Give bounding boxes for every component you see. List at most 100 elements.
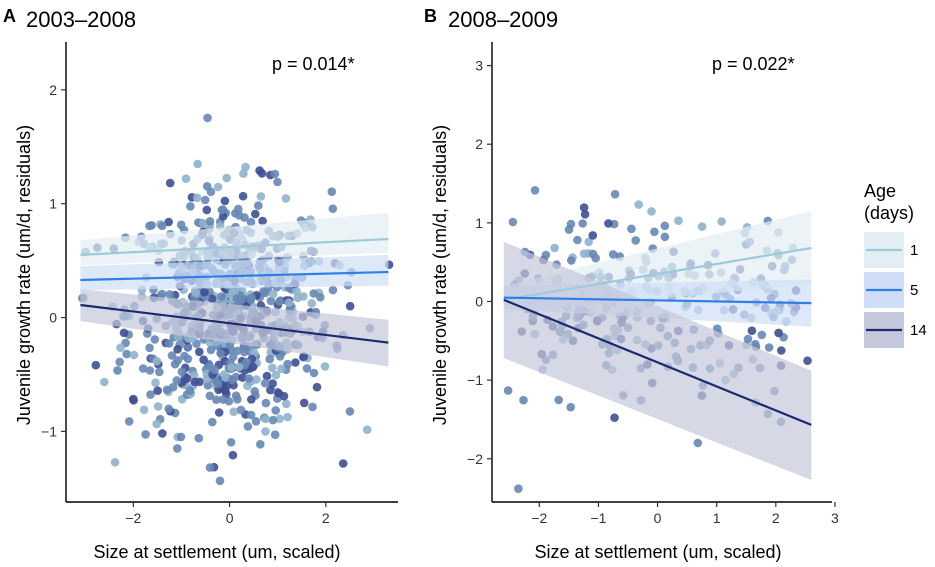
regression-line-age-1 [80,237,389,256]
data-point [129,350,139,360]
data-point [757,330,767,340]
data-point [578,219,587,228]
data-point [284,298,294,307]
data-point [173,345,182,354]
data-point [554,395,563,405]
data-point [239,169,248,178]
data-point [743,334,753,344]
data-point [234,204,243,214]
data-point [241,162,250,172]
y-tick-label: 3 [475,58,483,74]
data-point [631,236,640,245]
data-point [277,364,286,374]
data-point [777,346,786,355]
data-point [345,407,355,416]
panel-a-plot: −2 0 2 −1 0 1 2 [41,42,398,526]
data-point [229,407,239,417]
data-point [232,346,242,356]
panel-b-plot: −2 −1 0 1 2 3 −2 −1 0 1 2 3 [467,42,839,526]
data-point [146,390,155,399]
panel-b-x-axis-title: Size at settlement (um, scaled) [534,542,781,562]
data-point [232,294,242,303]
data-point [145,366,155,375]
data-point [268,363,277,373]
panel-a-x-axis-title: Size at settlement (um, scaled) [93,542,340,562]
legend: Age (days) 1 5 14 [864,181,927,348]
panel-b-title: 2008–2009 [448,7,558,32]
data-point [308,402,317,412]
data-point [218,395,228,404]
data-point [205,463,215,472]
panel-a-p-value: p = 0.014* [272,54,355,74]
data-point [129,394,138,404]
data-point [219,370,229,379]
regression-line-age-5 [80,270,389,282]
data-point [200,195,210,205]
data-point [208,417,217,427]
data-point [591,253,600,263]
data-point [674,216,683,225]
data-point [210,365,220,375]
data-point [257,169,267,178]
data-point [299,352,309,361]
data-point [190,377,200,387]
data-point [192,193,202,203]
data-point [307,299,317,308]
data-point [251,209,260,219]
data-point [774,328,783,338]
data-point [247,293,256,303]
legend-title-age: Age [864,181,896,201]
data-point [216,349,225,358]
data-point [189,370,199,380]
data-point [176,432,186,442]
y-tick-label: −2 [467,451,483,467]
data-point [259,287,268,296]
data-point [503,386,513,395]
data-point [217,292,226,301]
data-point [588,231,598,240]
data-point [299,398,309,408]
data-point [268,379,277,388]
ci-band-age-5 [80,254,389,291]
data-point [213,379,223,389]
data-point [246,217,256,227]
data-point [647,207,656,216]
data-point [212,395,221,405]
data-point [162,385,172,395]
data-point [152,356,162,366]
data-point [541,250,551,260]
data-point [251,417,261,426]
data-point [145,343,154,353]
ci-band-age-1 [80,212,389,266]
data-point [309,289,319,298]
data-point [193,159,202,169]
data-point [566,219,576,229]
data-point [275,297,284,306]
data-point [281,194,291,203]
data-point [271,370,281,380]
data-point [110,458,120,467]
data-point [243,381,252,391]
data-point [282,399,291,409]
data-point [217,205,227,215]
data-point [328,285,338,295]
ci-band-age-14 [503,241,812,480]
data-point [608,250,618,259]
data-point [270,430,280,440]
data-point [262,371,272,381]
data-point [610,189,620,199]
data-point [215,476,225,486]
data-point [292,287,301,296]
data-point [803,356,812,366]
data-point [316,293,325,302]
data-point [198,218,208,228]
data-point [247,395,256,404]
panel-b-letter: B [424,6,437,26]
data-point [173,444,182,453]
data-point [165,178,175,188]
y-tick-label: 1 [475,215,483,231]
x-tick-label: 0 [226,510,234,526]
data-point [119,328,129,338]
data-point [293,293,303,303]
data-point [328,204,338,213]
